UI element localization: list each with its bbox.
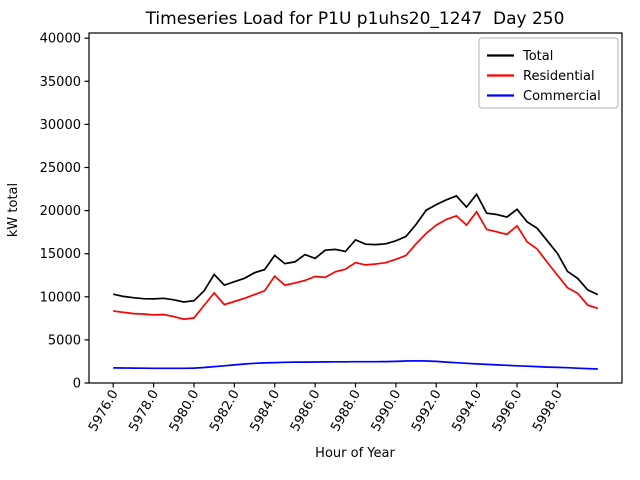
series-line-residential	[113, 210, 599, 321]
legend-label: Residential	[523, 69, 595, 84]
legend: Total Residential Commercial	[478, 37, 619, 109]
x-axis-ticks: 5976.0 5978.0 5980.0 5982.0 5984.0 5986.0 5988…	[86, 383, 566, 434]
legend-entry-commercial: Commercial	[487, 89, 601, 104]
y-tick-label: 20000	[40, 204, 81, 219]
y-tick-label: 15000	[40, 247, 81, 262]
y-axis-ticks: 0 5000 10000 15000 20000 25000 30000 35000 40000	[40, 32, 89, 392]
y-tick-label: 5000	[48, 333, 81, 348]
x-tick-label: 5978.0	[126, 388, 162, 435]
x-tick-label: 5998.0	[530, 388, 566, 435]
chart-title: Timeseries Load for P1U p1uhs20_1247 Day…	[145, 9, 565, 29]
y-tick-label: 40000	[40, 32, 81, 47]
x-tick-label: 5996.0	[490, 388, 526, 435]
x-tick-label: 5976.0	[86, 388, 122, 435]
legend-label: Total	[522, 49, 553, 64]
x-tick-label: 5984.0	[247, 388, 283, 435]
x-tick-label: 5980.0	[167, 388, 203, 435]
y-tick-label: 0	[73, 377, 81, 392]
y-axis-label: kW total	[6, 183, 21, 237]
series-line-commercial	[113, 359, 598, 370]
y-tick-label: 35000	[40, 75, 81, 90]
y-tick-label: 25000	[40, 161, 81, 176]
legend-label: Commercial	[523, 89, 601, 104]
x-tick-label: 5992.0	[409, 388, 445, 435]
legend-entry-residential: Residential	[487, 69, 595, 84]
x-tick-label: 5994.0	[449, 388, 485, 435]
x-axis-label: Hour of Year	[315, 446, 395, 461]
y-tick-label: 10000	[40, 290, 81, 305]
y-tick-label: 30000	[40, 118, 81, 133]
x-tick-label: 5982.0	[207, 388, 243, 435]
x-tick-label: 5990.0	[369, 388, 405, 435]
x-tick-label: 5986.0	[288, 388, 324, 435]
legend-entry-total: Total	[487, 49, 553, 64]
x-tick-label: 5988.0	[328, 388, 364, 435]
series-line-total	[113, 192, 599, 303]
